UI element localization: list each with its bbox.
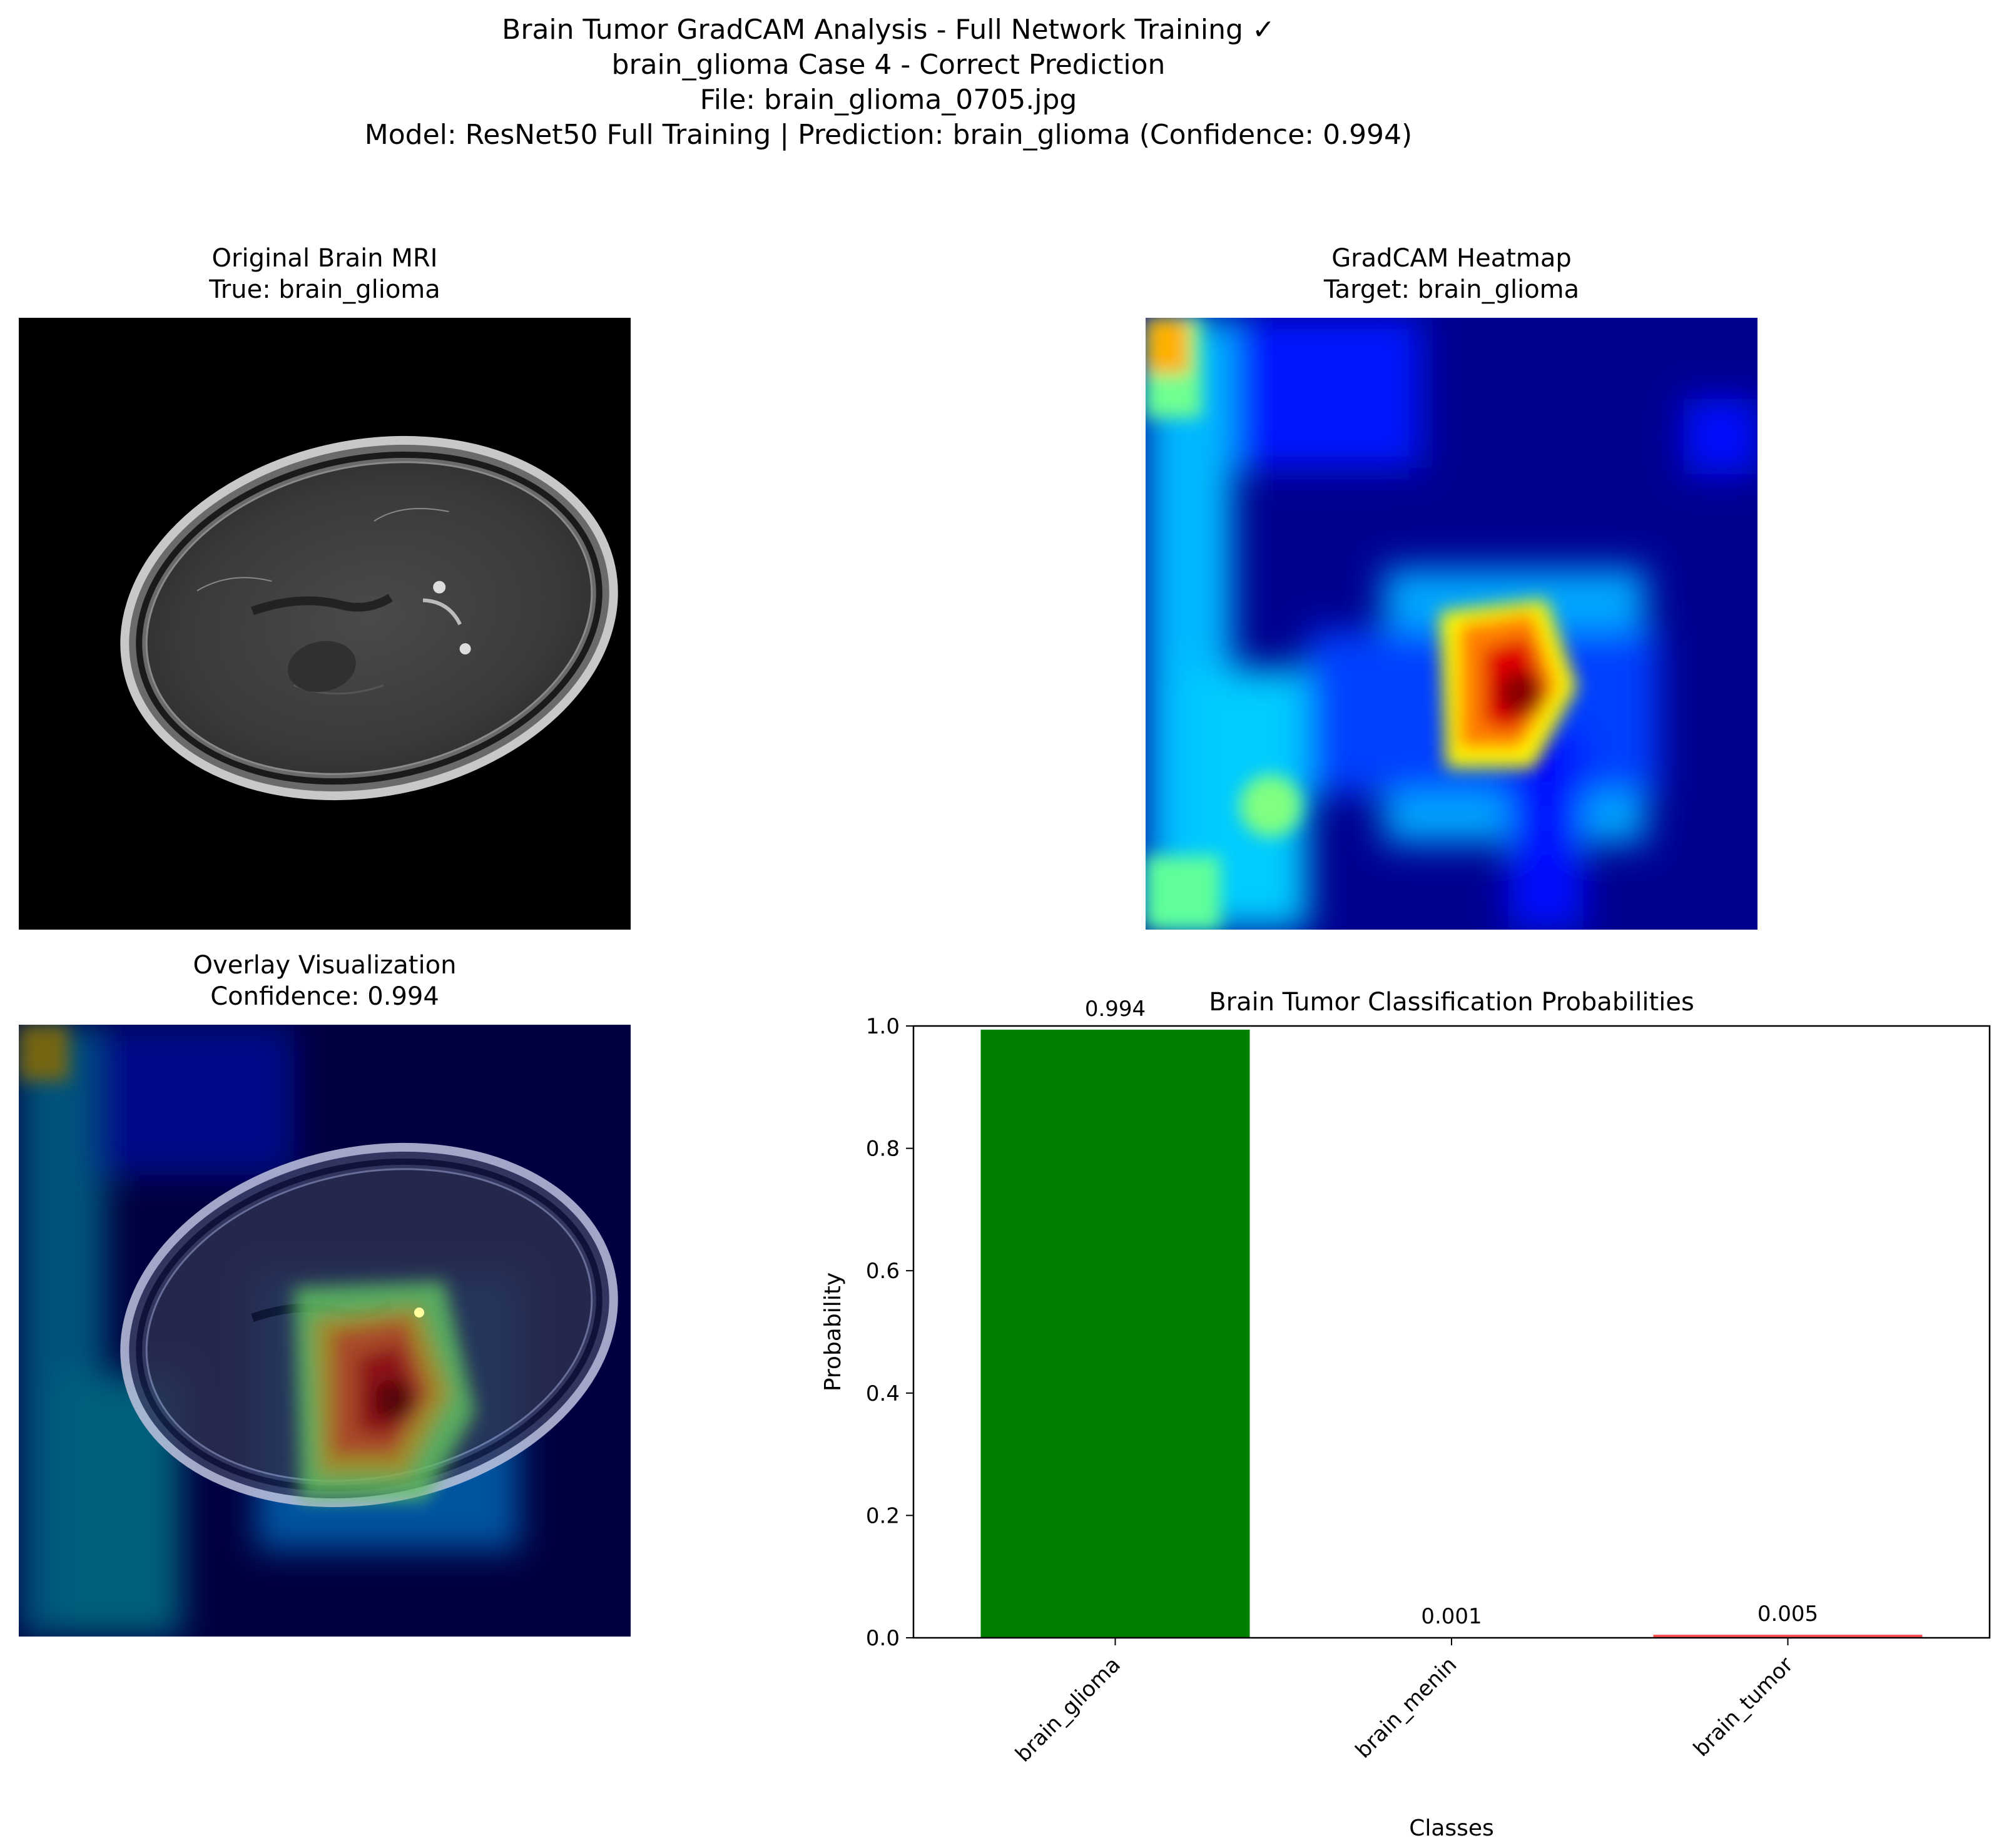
value-label-brain-glioma: 0.994 — [1085, 997, 1146, 1022]
original-mri-title-line1: Original Brain MRI — [211, 244, 438, 273]
suptitle-line-3: File: brain_glioma_0705.jpg — [699, 84, 1077, 116]
gradcam-heatmap-title: GradCAM Heatmap Target: brain_glioma — [1146, 243, 1757, 305]
gradcam-heatmap-image — [1146, 318, 1757, 930]
original-mri-image — [19, 318, 631, 930]
y-tick-label: 0.4 — [866, 1381, 900, 1406]
y-tick-label: 0.6 — [866, 1259, 900, 1284]
gradcam-heatmap-title-line1: GradCAM Heatmap — [1331, 244, 1572, 273]
value-label-brain-menin: 0.001 — [1421, 1604, 1482, 1629]
probability-bar-chart: Brain Tumor Classification Probabilities… — [820, 988, 1991, 1841]
plot-frame — [912, 1025, 1991, 1639]
suptitle-line-2: brain_glioma Case 4 - Correct Prediction — [611, 49, 1166, 81]
x-tick-label-brain-tumor: brain_tumor — [1689, 1652, 1798, 1762]
mri-brain-graphic — [19, 318, 631, 930]
overlay-title: Overlay Visualization Confidence: 0.994 — [19, 950, 631, 1012]
overlay-title-line1: Overlay Visualization — [193, 951, 457, 980]
suptitle-line-1: Brain Tumor GradCAM Analysis - Full Netw… — [502, 14, 1275, 46]
y-tick-label: 0.2 — [866, 1503, 900, 1528]
y-tick-label: 0.0 — [866, 1626, 900, 1651]
gradcam-heatmap-title-line2: Target: brain_glioma — [1323, 275, 1580, 304]
x-axis-label: Classes — [1409, 1815, 1494, 1841]
y-tick-label: 0.8 — [866, 1137, 900, 1162]
heatmap-graphic — [1146, 318, 1757, 930]
overlay-graphic — [19, 1025, 631, 1637]
original-mri-title-line2: True: brain_glioma — [209, 275, 440, 304]
x-tick-label-brain-glioma: brain_glioma — [1010, 1652, 1126, 1767]
bar-brain-glioma — [980, 1029, 1250, 1638]
overlay-image — [19, 1025, 631, 1637]
x-tick-label-brain-menin: brain_menin — [1351, 1652, 1462, 1763]
value-label-brain-tumor: 0.005 — [1757, 1602, 1818, 1627]
suptitle-line-4: Model: ResNet50 Full Training | Predicti… — [364, 119, 1413, 151]
bar-brain-tumor — [1653, 1635, 1923, 1638]
y-tick-label: 1.0 — [866, 1014, 900, 1039]
overlay-title-line2: Confidence: 0.994 — [210, 982, 439, 1011]
original-mri-title: Original Brain MRI True: brain_glioma — [19, 243, 631, 305]
figure-suptitle: Brain Tumor GradCAM Analysis - Full Netw… — [0, 13, 1777, 153]
y-axis-label: Probability — [820, 1272, 846, 1391]
chart-title: Brain Tumor Classification Probabilities — [1209, 988, 1694, 1017]
